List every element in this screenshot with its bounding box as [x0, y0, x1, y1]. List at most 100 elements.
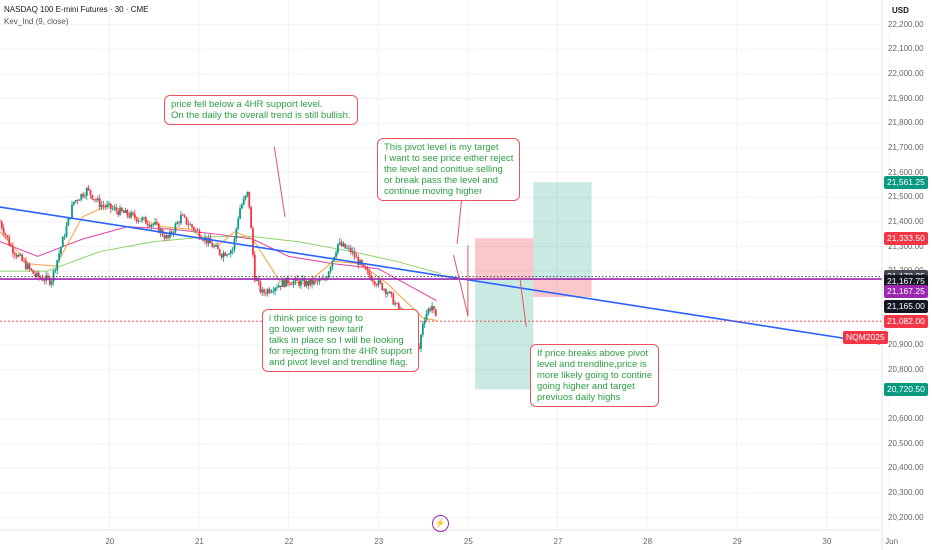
- candle-body: [423, 320, 426, 324]
- y-tick-label: 21,600.00: [888, 167, 924, 177]
- candle-body: [202, 239, 205, 241]
- candle-body: [344, 243, 347, 249]
- indicator-label[interactable]: Kev_Ind (9, close): [4, 17, 69, 26]
- candle-body: [119, 207, 121, 215]
- candle-body: [85, 187, 88, 196]
- callout-support[interactable]: price fell below a 4HR support level. On…: [164, 95, 358, 125]
- x-tick-label: 23: [374, 537, 384, 546]
- candle-body: [30, 268, 33, 271]
- candle-body: [292, 281, 295, 285]
- candle-body: [32, 270, 35, 274]
- candle-body: [48, 277, 51, 285]
- candle-body: [348, 247, 350, 249]
- candle-body: [383, 289, 385, 290]
- candle-body: [388, 291, 391, 293]
- ma-fast-line: [0, 204, 437, 321]
- candle-body: [229, 250, 232, 254]
- candle-body: [98, 198, 101, 208]
- candle-body: [357, 257, 360, 265]
- candle-body: [0, 221, 1, 223]
- ma-slow-line: [0, 226, 437, 302]
- candle-body: [52, 270, 55, 282]
- candle-body: [235, 228, 238, 239]
- candle-body: [370, 275, 373, 281]
- x-tick-label: 21: [194, 537, 204, 546]
- candle-body: [130, 212, 132, 218]
- candle-body: [63, 236, 66, 238]
- candle-body: [58, 253, 60, 261]
- candle-body: [74, 200, 77, 202]
- candle-body: [191, 224, 193, 228]
- candle-body: [385, 289, 387, 294]
- bolt-icon[interactable]: ⚡: [432, 515, 449, 532]
- candle-body: [335, 252, 337, 257]
- candle-body: [425, 313, 428, 321]
- candle-body: [418, 346, 421, 349]
- candle-body: [237, 218, 240, 229]
- candle-body: [198, 230, 201, 238]
- candlesticks: [0, 185, 437, 353]
- candle-body: [361, 260, 363, 265]
- candle-body: [82, 194, 84, 197]
- candle-body: [353, 251, 356, 257]
- candle-body: [148, 225, 151, 227]
- candle-body: [170, 231, 173, 234]
- candle-body: [287, 277, 289, 284]
- x-tick-label: 28: [643, 537, 653, 546]
- candle-body: [290, 284, 293, 286]
- candle-body: [150, 224, 153, 227]
- candle-body: [312, 280, 315, 285]
- y-tick-label: 21,700.00: [888, 142, 924, 152]
- candle-body: [71, 204, 73, 218]
- candle-body: [109, 203, 112, 209]
- candle-body: [10, 245, 12, 247]
- candle-body: [78, 199, 81, 201]
- candle-body: [224, 252, 227, 256]
- candle-body: [364, 266, 367, 270]
- currency-label[interactable]: USD: [892, 6, 909, 15]
- y-tick-label: 21,400.00: [888, 216, 924, 226]
- candle-body: [8, 237, 11, 246]
- candle-body: [362, 264, 365, 267]
- candle-body: [54, 270, 57, 271]
- candle-body: [15, 254, 18, 257]
- candle-body: [337, 244, 339, 253]
- candle-body: [108, 203, 110, 205]
- candle-body: [72, 201, 75, 205]
- candle-body: [372, 280, 374, 282]
- candle-body: [95, 199, 97, 201]
- candle-body: [277, 285, 280, 288]
- candle-body: [250, 207, 253, 229]
- candle-body: [180, 214, 182, 224]
- candle-body: [56, 260, 59, 271]
- candle-body: [368, 270, 371, 276]
- candle-body: [132, 212, 134, 214]
- candle-body: [209, 238, 212, 244]
- candle-body: [431, 306, 433, 311]
- candle-body: [133, 213, 136, 218]
- y-tick-label: 20,400.00: [888, 463, 924, 473]
- candle-body: [351, 251, 354, 253]
- callout-pivot[interactable]: This pivot level is my target I want to …: [377, 138, 521, 201]
- trendline: [0, 206, 881, 345]
- candle-body: [100, 205, 103, 208]
- candle-body: [139, 220, 142, 222]
- candle-body: [152, 224, 155, 225]
- candle-body: [113, 207, 116, 209]
- callout-pointer: [456, 199, 463, 245]
- candle-body: [93, 199, 96, 201]
- candle-body: [122, 210, 125, 213]
- candle-body: [37, 272, 40, 278]
- callout-breakout[interactable]: If price breaks above pivot level and tr…: [530, 344, 660, 407]
- price-tag: 21,333.50: [884, 232, 928, 246]
- candle-body: [67, 217, 70, 226]
- y-tick-label: 22,000.00: [888, 68, 924, 78]
- candle-body: [65, 225, 68, 237]
- callout-pointer: [519, 277, 527, 327]
- y-tick-label: 20,800.00: [888, 364, 924, 374]
- callout-pointer: [273, 146, 286, 218]
- callout-lower[interactable]: i think price is going to go lower with …: [262, 309, 420, 372]
- candle-body: [24, 261, 27, 270]
- y-tick-label: 21,800.00: [888, 118, 924, 128]
